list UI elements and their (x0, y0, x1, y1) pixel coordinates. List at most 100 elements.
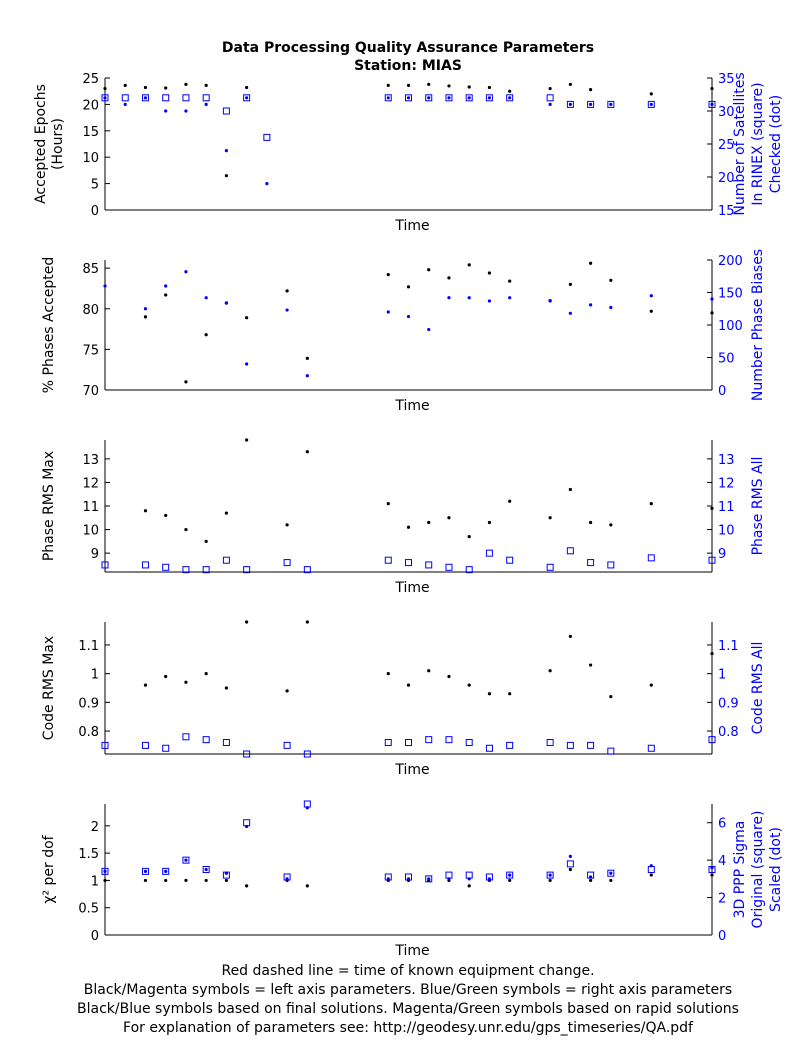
right-dot-point (204, 296, 208, 300)
left-dot-point (305, 884, 309, 888)
right-dot-point (710, 102, 714, 106)
left-tick-label: 10 (82, 524, 99, 539)
right-square-point (243, 566, 251, 574)
left-dot-point (204, 83, 208, 87)
right-square-point (425, 736, 433, 744)
right-square-point (445, 563, 453, 571)
right-square-point (141, 94, 149, 102)
right-dot-point (649, 864, 653, 868)
right-square-point (445, 736, 453, 744)
right-square-point (546, 871, 554, 879)
left-dot-point (548, 86, 552, 91)
left-dot-point (467, 263, 471, 267)
left-dot-point (487, 692, 492, 696)
left-dot-point (204, 539, 208, 543)
left-dot-point (406, 525, 411, 529)
left-dot-point (609, 878, 613, 883)
left-dot-point (143, 683, 148, 687)
right-dot-point (406, 877, 411, 881)
left-dot-point (386, 502, 390, 506)
right-axis-label: Original (square) (750, 811, 766, 929)
right-dot-point (305, 806, 309, 810)
right-tick-label: 0 (718, 929, 726, 944)
right-tick-label: 35 (718, 72, 735, 87)
right-square-point (647, 866, 655, 873)
right-square-point (222, 739, 230, 747)
right-square-point (425, 561, 433, 569)
right-square-point (182, 566, 190, 574)
left-tick-label: 1 (91, 668, 99, 683)
right-axis-label: Code RMS All (750, 642, 766, 735)
right-dot-point (386, 310, 390, 314)
left-dot-point (184, 380, 188, 384)
right-tick-label: 50 (718, 352, 735, 367)
right-square-point (566, 860, 574, 868)
left-dot-point (164, 513, 168, 518)
right-dot-point (143, 869, 148, 873)
left-dot-point (508, 878, 512, 883)
right-dot-point (164, 284, 168, 288)
left-dot-point (204, 333, 208, 337)
right-square-point (162, 867, 170, 875)
footer-line-3: Black/Blue symbols based on final soluti… (77, 1001, 739, 1017)
right-axis-label: 3D PPP Sigma (732, 821, 748, 919)
right-tick-label: 11 (718, 500, 735, 515)
left-tick-label: 0.8 (78, 725, 99, 740)
right-dot-point (447, 877, 451, 881)
left-dot-point (143, 85, 148, 90)
left-dot-point (649, 92, 653, 96)
right-tick-label: 200 (718, 254, 743, 269)
left-tick-label: 80 (82, 303, 99, 318)
left-dot-point (568, 82, 572, 86)
footer-line-2: Black/Magenta symbols = left axis parame… (84, 982, 732, 998)
right-square-point (607, 869, 615, 877)
right-square-point (445, 94, 453, 102)
right-dot-point (164, 869, 168, 873)
left-tick-label: 12 (82, 476, 99, 491)
right-square-point (546, 94, 554, 102)
right-tick-label: 1.1 (718, 639, 739, 654)
left-dot-point (589, 88, 593, 92)
right-tick-label: 10 (718, 524, 735, 539)
right-dot-point (224, 301, 228, 305)
right-dot-point (285, 308, 289, 312)
right-dot-point (467, 296, 471, 300)
right-square-point (546, 739, 554, 747)
left-dot-point (487, 85, 492, 90)
right-square-point (566, 547, 574, 555)
right-tick-label: 30 (718, 105, 735, 120)
right-square-point (708, 736, 716, 744)
right-square-point (263, 133, 271, 141)
right-square-point (101, 94, 109, 102)
right-dot-point (406, 96, 411, 100)
figure-subtitle: Station: MIAS (354, 58, 462, 74)
right-square-point (506, 94, 514, 102)
right-square-point (465, 566, 473, 574)
right-tick-label: 13 (718, 453, 735, 468)
left-dot-point (548, 878, 552, 883)
left-tick-label: 1 (91, 874, 99, 889)
left-dot-point (568, 282, 572, 286)
right-dot-point (568, 311, 572, 315)
right-dot-point (568, 854, 572, 859)
right-dot-point (447, 96, 451, 100)
left-dot-point (508, 692, 512, 696)
right-square-point (283, 559, 291, 567)
right-dot-point (386, 877, 390, 881)
right-square-point (303, 800, 311, 808)
left-dot-point (589, 878, 593, 883)
right-square-point (101, 867, 109, 875)
right-dot-point (143, 307, 148, 311)
left-tick-label: 70 (82, 384, 99, 399)
right-square-point (182, 94, 190, 102)
right-square-point (425, 875, 433, 883)
left-dot-point (285, 523, 289, 527)
left-dot-point (204, 878, 208, 883)
right-dot-point (710, 866, 714, 870)
right-square-point (243, 819, 251, 827)
right-dot-point (548, 873, 552, 877)
left-dot-point (589, 520, 593, 525)
left-tick-label: 11 (82, 500, 99, 515)
right-tick-label: 9 (718, 547, 726, 562)
left-dot-point (649, 873, 653, 877)
